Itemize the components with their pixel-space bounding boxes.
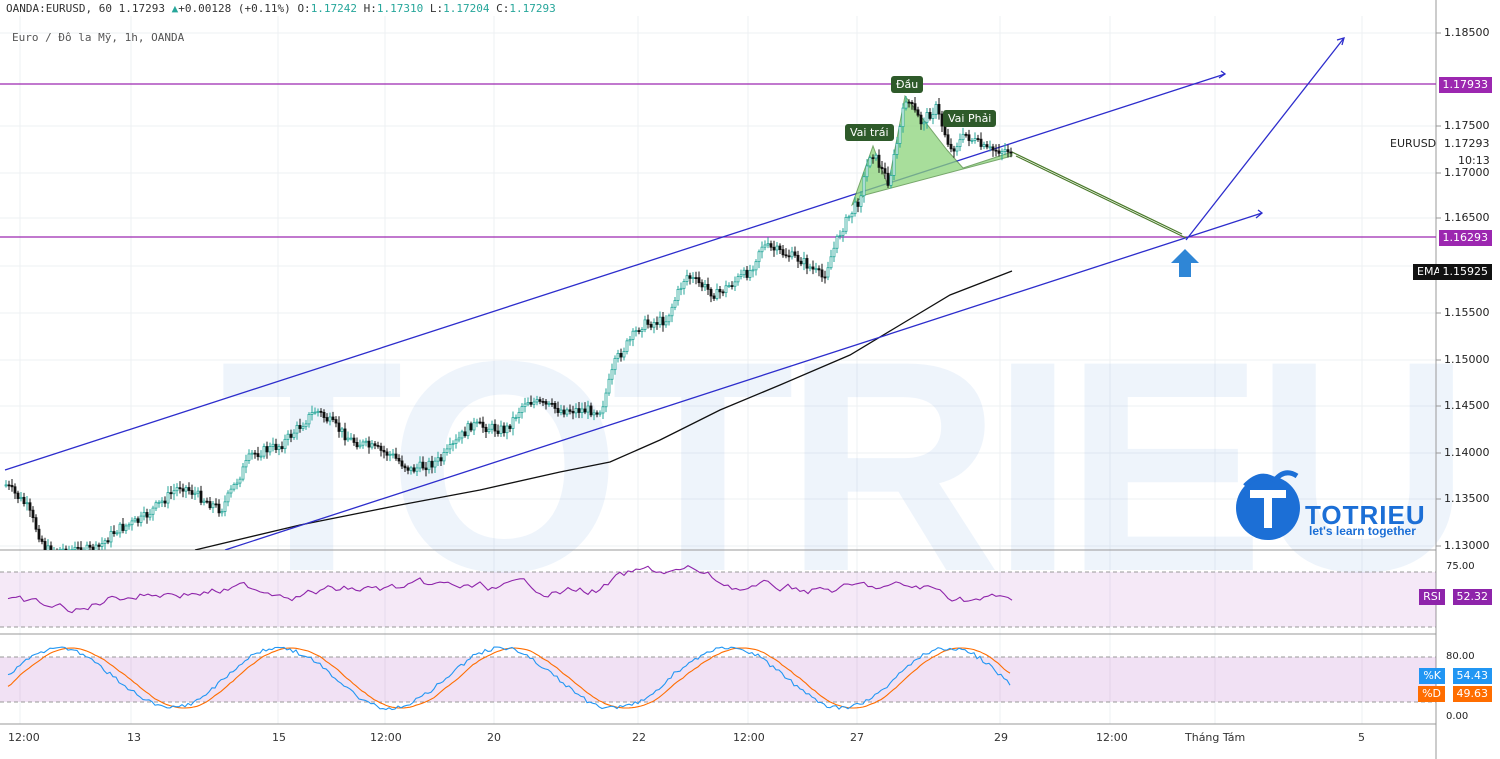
channel-upper-line[interactable]: [4, 73, 1226, 471]
right-shoulder-label[interactable]: Vai Phải: [943, 110, 997, 127]
up-arrow-icon: [1171, 249, 1199, 277]
support-price-tag: 1.16293: [1438, 230, 1492, 246]
price-tick: 1.13000: [1444, 539, 1490, 552]
high-value: 1.17310: [376, 2, 424, 15]
change-arrow-icon: ▲: [171, 2, 179, 15]
brand-slogan: let's learn together: [1309, 524, 1416, 538]
stoch-tick-0: 0.00: [1446, 711, 1469, 722]
projection-line-2[interactable]: [1015, 155, 1187, 239]
time-tick: 29: [994, 731, 1008, 744]
candles: [4, 96, 1013, 550]
last-price: 1.17293: [118, 2, 165, 15]
stoch-k-line: [7, 646, 1011, 711]
stoch-k-label: %K: [1419, 668, 1445, 684]
time-tick: 27: [850, 731, 864, 744]
time-tick: 12:00: [370, 731, 402, 744]
rsi-line: [7, 565, 1013, 614]
price-tick: 1.13500: [1444, 492, 1490, 505]
time-tick: 12:00: [1096, 731, 1128, 744]
time-tick: 12:00: [733, 731, 765, 744]
rsi-label: RSI: [1419, 589, 1445, 605]
projection-line[interactable]: [1011, 151, 1183, 235]
ema-price-tag: 1.15925: [1438, 264, 1492, 280]
symbol-name[interactable]: OANDA:EURUSD: [6, 2, 86, 15]
rsi-value: 52.32: [1452, 589, 1492, 605]
ema-line: [194, 270, 1013, 550]
price-tick: 1.17500: [1444, 119, 1490, 132]
stoch-d-value: 49.63: [1452, 686, 1492, 702]
eurusd-price: 1.17293: [1444, 137, 1490, 150]
left-shoulder-label[interactable]: Vai trái: [845, 124, 894, 141]
stoch-d-label: %D: [1418, 686, 1445, 702]
close-label: C:: [496, 2, 510, 15]
price-tick: 1.14000: [1444, 446, 1490, 459]
price-tick: 1.18500: [1444, 26, 1490, 39]
price-tick: 1.15000: [1444, 353, 1490, 366]
price-change: +0.00128 (+0.11%): [178, 2, 291, 15]
stoch-k-value: 54.43: [1452, 668, 1492, 684]
low-value: 1.17204: [443, 2, 490, 15]
time-tick: Tháng Tám: [1185, 731, 1246, 744]
time-tick: 5: [1358, 731, 1365, 744]
time-tick: 22: [632, 731, 646, 744]
rsi-band: [0, 572, 1436, 627]
time-tick: 15: [272, 731, 286, 744]
channel-lower-line[interactable]: [224, 212, 1263, 550]
ema-tag-label: EMA: [1413, 264, 1445, 280]
stoch-band: [0, 657, 1436, 702]
high-label: H:: [363, 2, 377, 15]
symbol-header: OANDA:EURUSD, 60 1.17293 ▲+0.00128 (+0.1…: [6, 2, 556, 15]
open-label: O:: [297, 2, 311, 15]
bar-countdown: 10:13: [1458, 154, 1490, 167]
time-tick: 13: [127, 731, 141, 744]
stoch-tick-80: 80.00: [1446, 651, 1475, 662]
close-value: 1.17293: [509, 2, 556, 15]
brand-logo-text: TOTRIEU: [1305, 500, 1426, 530]
price-tick: 1.17000: [1444, 166, 1490, 179]
resistance-price-tag: 1.17933: [1438, 77, 1492, 93]
open-value: 1.17242: [310, 2, 358, 15]
price-tick: 1.14500: [1444, 399, 1490, 412]
chart-subtitle: Euro / Đô la Mỹ, 1h, OANDA: [12, 31, 185, 44]
time-tick: 12:00: [8, 731, 40, 744]
rsi-tick: 75.00: [1446, 561, 1475, 572]
time-tick: 20: [487, 731, 501, 744]
interval[interactable]: 60: [98, 2, 112, 15]
low-label: L:: [429, 2, 444, 15]
breakout-target-line[interactable]: [1185, 37, 1345, 241]
price-tick: 1.15500: [1444, 306, 1490, 319]
logo-icon: [1236, 470, 1300, 540]
head-label[interactable]: Đầu: [891, 76, 924, 93]
eurusd-label: EURUSD: [1390, 137, 1437, 150]
price-tick: 1.16500: [1444, 211, 1490, 224]
